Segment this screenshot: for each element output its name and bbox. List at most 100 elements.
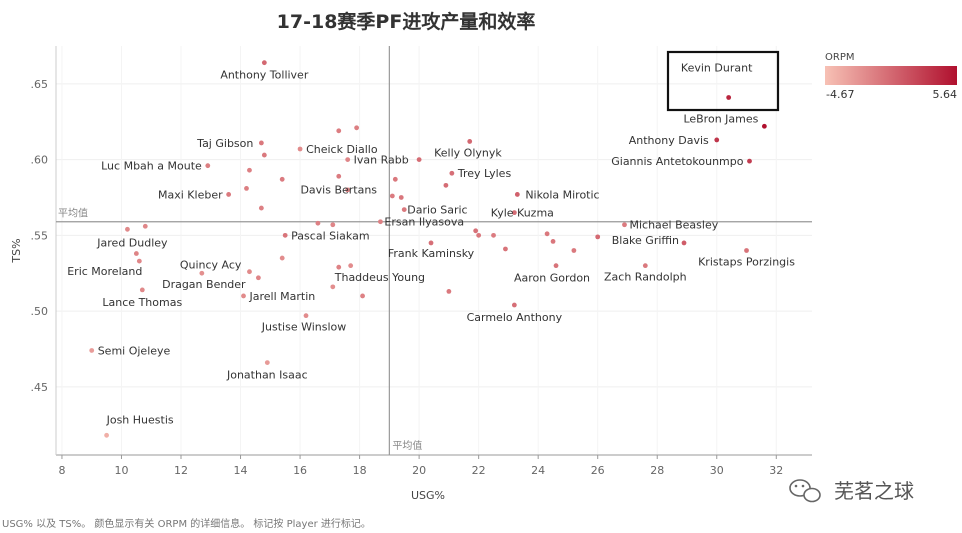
data-point (416, 157, 422, 163)
point-label: Kristaps Porzingis (698, 256, 795, 269)
data-point (392, 176, 398, 182)
point-label: Jarell Martin (249, 290, 316, 303)
data-point (264, 360, 270, 365)
data-point (553, 263, 559, 269)
point-label: Taj Gibson (196, 137, 253, 150)
point-label: Frank Kaminsky (388, 247, 475, 260)
point-label: Kevin Durant (681, 62, 753, 75)
x-tick-label: 26 (591, 464, 605, 477)
data-point (761, 123, 767, 129)
plot-area: .45 .50 .55 .60 .65 8 10 12 14 16 18 20 22 24 26 28 30 32… (10, 46, 812, 502)
data-point (226, 192, 232, 197)
point-label: Semi Ojeleye (98, 344, 171, 357)
point-label: Pascal Siakam (291, 229, 369, 242)
avg-y-label: 平均值 (58, 207, 88, 220)
x-tick-label: 32 (769, 464, 783, 477)
data-point (446, 289, 452, 294)
data-point (241, 293, 246, 299)
data-point (330, 284, 336, 290)
x-tick-label: 24 (531, 464, 545, 477)
data-point (125, 226, 130, 232)
chart-title: 17-18赛季PF进攻产量和效率 (277, 10, 536, 33)
point-label: Maxi Kleber (158, 188, 223, 201)
data-point (443, 182, 449, 188)
data-point (491, 232, 496, 238)
x-tick-label: 28 (650, 464, 664, 477)
data-point (511, 302, 517, 308)
data-point (398, 195, 404, 200)
data-point (199, 270, 205, 276)
data-point (511, 210, 517, 216)
data-point (136, 258, 142, 264)
point-label: Nikola Mirotic (525, 188, 599, 201)
data-point (139, 287, 145, 293)
point-label: Justise Winslow (261, 321, 347, 334)
point-label: Quincy Acy (180, 259, 242, 272)
data-point (261, 60, 267, 66)
point-label: Michael Beasley (629, 219, 718, 232)
data-point (476, 232, 482, 238)
data-point (282, 232, 288, 238)
data-point (744, 248, 749, 253)
point-label: LeBron James (683, 112, 758, 125)
legend-max-label: 5.64 (933, 88, 958, 101)
x-tick-label: 22 (472, 464, 486, 477)
y-tick-label: .65 (31, 78, 49, 91)
point-label: Lance Thomas (102, 296, 182, 309)
data-point (348, 263, 354, 269)
data-point (681, 240, 687, 246)
point-label: Dario Saric (407, 204, 467, 217)
y-tick-label: .55 (31, 229, 49, 242)
data-point (104, 432, 109, 438)
data-point (428, 240, 434, 246)
data-point (467, 139, 473, 144)
data-point (336, 264, 342, 270)
point-label: Cheick Diallo (306, 143, 378, 156)
point-label: Ersan Ilyasova (384, 216, 464, 229)
point-label: Ivan Rabb (354, 154, 409, 167)
data-point (747, 158, 752, 164)
avg-x-label: 平均值 (392, 439, 422, 452)
data-point (315, 220, 321, 226)
data-point (205, 163, 211, 169)
watermark-text: 芜茗之球 (834, 479, 914, 503)
wechat-icon (789, 479, 821, 503)
point-label: Carmelo Anthony (467, 311, 563, 324)
data-point (354, 125, 360, 131)
data-point (550, 239, 556, 244)
x-tick-label: 20 (412, 464, 426, 477)
point-label: Kelly Olynyk (434, 147, 502, 160)
point-label: Giannis Antetokounmpo (611, 155, 744, 168)
point-label: Aaron Gordon (514, 272, 590, 285)
data-point (571, 248, 577, 253)
watermark: 芜茗之球 (789, 479, 914, 503)
point-label: Dragan Bender (162, 278, 246, 291)
point-label: Josh Huestis (106, 413, 174, 426)
y-tick-label: .60 (31, 154, 49, 167)
legend-title: ORPM (825, 52, 854, 63)
data-point (345, 187, 351, 193)
data-point (133, 251, 139, 256)
data-point (247, 269, 252, 275)
point-label: Blake Griffin (612, 234, 679, 247)
point-label: Jared Dudley (96, 236, 168, 249)
x-tick-label: 14 (234, 464, 248, 477)
x-tick-label: 30 (710, 464, 724, 477)
data-point (336, 173, 342, 179)
data-point (345, 157, 351, 163)
point-label: Jonathan Isaac (226, 369, 308, 382)
data-point (595, 234, 601, 240)
x-tick-label: 18 (353, 464, 367, 477)
data-point (503, 246, 508, 252)
point-label: Anthony Davis (629, 134, 709, 147)
x-tick-label: 8 (58, 464, 65, 477)
data-point (247, 167, 252, 173)
data-point (622, 222, 627, 228)
data-point (726, 95, 732, 100)
point-label: Luc Mbah a Moute (101, 160, 202, 173)
data-point (378, 219, 383, 225)
data-point (279, 176, 285, 182)
data-point (258, 205, 264, 211)
color-legend: ORPM -4.67 5.64 (825, 52, 957, 101)
